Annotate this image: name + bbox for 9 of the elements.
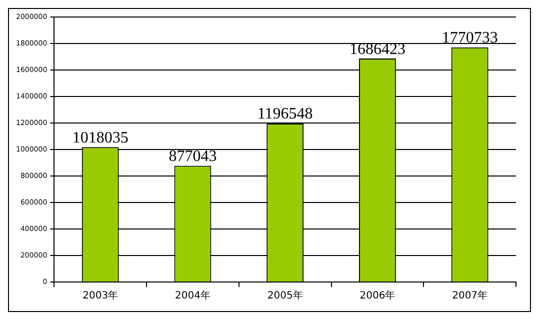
x-tick-label: 2003年 <box>82 290 118 302</box>
x-tick-label: 2004年 <box>174 290 210 302</box>
x-tick-label: 2005年 <box>267 290 303 302</box>
data-label: 1018035 <box>72 129 128 146</box>
x-tick-label: 2007年 <box>452 290 488 302</box>
x-tick-label: 2006年 <box>360 290 396 302</box>
data-label: 877043 <box>168 148 217 165</box>
data-label: 1770733 <box>442 30 498 47</box>
data-label: 1196548 <box>257 106 313 123</box>
